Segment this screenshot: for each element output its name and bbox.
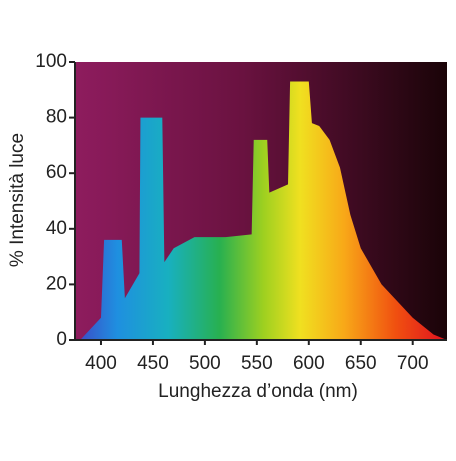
y-axis-label: % Intensità luce	[7, 133, 28, 267]
y-tick-label: 60	[46, 162, 67, 183]
x-tick-label: 600	[293, 353, 325, 374]
x-tick-label: 450	[137, 353, 169, 374]
y-tick-label: 100	[35, 51, 67, 72]
x-tick-label: 650	[345, 353, 377, 374]
x-tick-label: 550	[241, 353, 273, 374]
y-tick-label: 40	[46, 218, 67, 239]
y-tick-label: 80	[46, 107, 67, 128]
x-axis-label: Lunghezza d’onda (nm)	[158, 381, 358, 402]
y-tick-label: 0	[56, 329, 67, 350]
x-tick-label: 700	[397, 353, 429, 374]
x-tick-label: 400	[85, 353, 117, 374]
y-tick-label: 20	[46, 273, 67, 294]
x-tick-label: 500	[189, 353, 221, 374]
spectrum-area	[80, 81, 448, 341]
